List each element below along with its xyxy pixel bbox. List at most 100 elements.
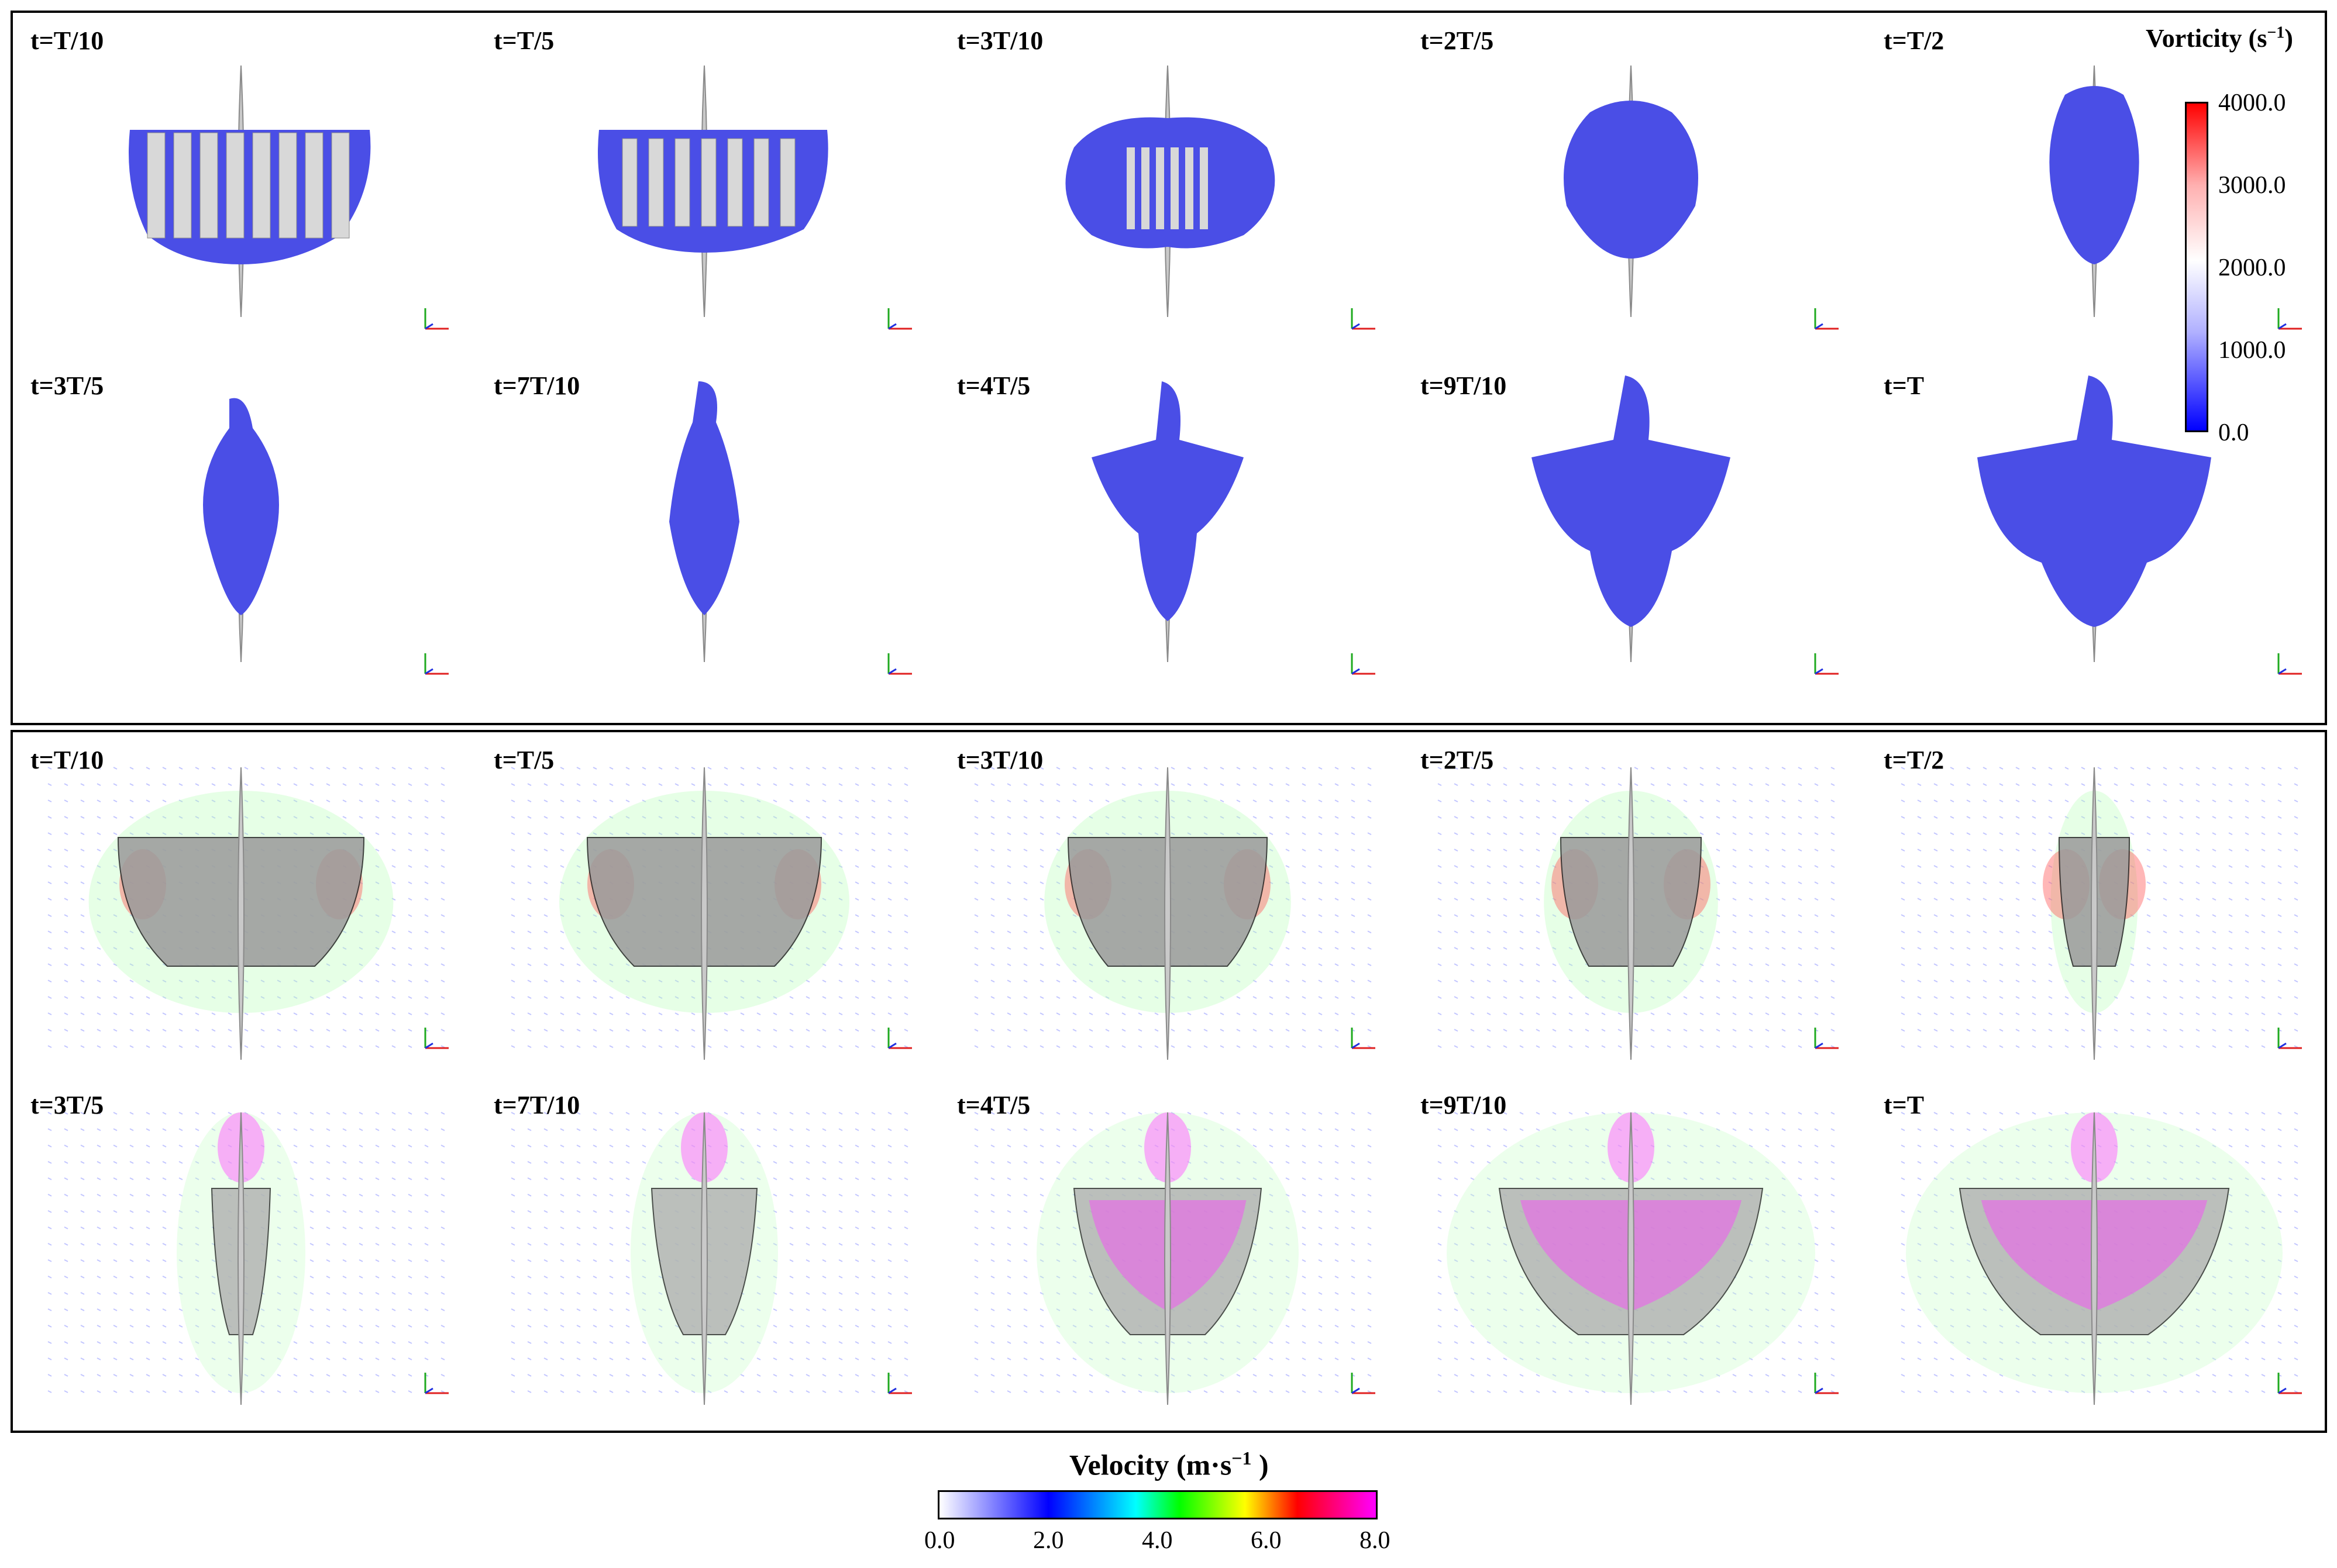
vorticity-tick-label: 3000.0	[2218, 172, 2286, 199]
velocity-tick-label: 0.0	[924, 1527, 955, 1554]
frame-time-label: t=3T/10	[957, 26, 1044, 55]
vortex-isosurface	[2049, 86, 2139, 264]
vorticity-tick-label: 0.0	[2218, 419, 2249, 446]
velocity-field	[47, 767, 445, 1048]
velocity-tick-label: 4.0	[1142, 1527, 1173, 1554]
velocity-field	[1437, 767, 1835, 1048]
vorticity-frame: t=T/5	[476, 13, 939, 358]
axis-triad-icon	[887, 1028, 912, 1049]
frame-time-label: t=T	[1884, 371, 1925, 400]
frame-time-label: t=7T/10	[494, 1091, 580, 1119]
axis-triad-icon	[887, 653, 912, 675]
velocity-frame: t=T/5	[476, 732, 939, 1077]
velocity-frame: t=3T/5	[13, 1077, 476, 1422]
body-spindle	[701, 767, 708, 1060]
vortex-isosurface	[598, 130, 828, 253]
axis-triad-icon	[1814, 308, 1839, 330]
body-spindle	[1164, 1112, 1171, 1405]
axis-triad-icon	[1814, 1028, 1839, 1049]
body-spindle	[1164, 767, 1171, 1060]
frame-time-label: t=T/2	[1884, 746, 1944, 774]
axis-triad-icon	[1814, 653, 1839, 675]
axis-triad-icon	[424, 653, 449, 675]
frame-time-label: t=9T/10	[1420, 1091, 1507, 1119]
velocity-frame: t=2T/5	[1403, 732, 1866, 1077]
vortex-isosurface	[1065, 117, 1275, 249]
frame-time-label: t=7T/10	[494, 371, 580, 400]
vorticity-frame: t=T	[1866, 358, 2329, 703]
velocity-field	[511, 767, 908, 1048]
axis-triad-icon	[1814, 1373, 1839, 1394]
axis-triad-icon	[2277, 1028, 2302, 1049]
axis-triad-icon	[887, 1373, 912, 1394]
body-spindle	[2091, 767, 2098, 1060]
vortex-isosurface	[1564, 101, 1698, 259]
vortex-isosurface	[203, 398, 279, 615]
frame-time-label: t=2T/5	[1420, 26, 1494, 55]
velocity-field	[974, 767, 1372, 1048]
velocity-field	[511, 1112, 908, 1393]
vorticity-tick-label: 1000.0	[2218, 337, 2286, 364]
body-spindle	[1627, 1112, 1634, 1405]
vorticity-frame: t=T/10	[13, 13, 476, 358]
frame-time-label: t=3T/10	[957, 746, 1044, 774]
velocity-frame: t=7T/10	[476, 1077, 939, 1422]
velocity-frame: t=4T/5	[939, 1077, 1403, 1422]
velocity-colorbar-title: Velocity (m·s−1 )	[1069, 1448, 1269, 1481]
velocity-frame: t=3T/10	[939, 732, 1403, 1077]
frame-time-label: t=T/2	[1884, 26, 1944, 55]
vortex-isosurface	[669, 381, 739, 615]
frame-time-label: t=4T/5	[957, 1091, 1031, 1119]
axis-triad-icon	[1351, 308, 1375, 330]
vorticity-frame: t=2T/5	[1403, 13, 1866, 358]
body-spindle	[701, 1112, 708, 1405]
vorticity-frame: t=T/2	[1866, 13, 2329, 358]
axis-triad-icon	[887, 308, 912, 330]
body-spindle	[238, 767, 245, 1060]
frame-time-label: t=2T/5	[1420, 746, 1494, 774]
frame-time-label: t=T/10	[30, 26, 104, 55]
frame-time-label: t=T	[1884, 1091, 1925, 1119]
frame-time-label: t=T/5	[494, 26, 555, 55]
axis-triad-icon	[2277, 653, 2302, 675]
velocity-field	[1901, 1112, 2298, 1393]
axis-triad-icon	[424, 1028, 449, 1049]
axis-triad-icon	[1351, 1028, 1375, 1049]
axis-triad-icon	[1351, 1373, 1375, 1394]
axis-triad-icon	[424, 1373, 449, 1394]
velocity-frame: t=T/2	[1866, 732, 2329, 1077]
frame-time-label: t=3T/5	[30, 1091, 104, 1119]
vorticity-tick-label: 2000.0	[2218, 254, 2286, 281]
velocity-tick-label: 2.0	[1033, 1527, 1064, 1554]
body-spindle	[1627, 767, 1634, 1060]
axis-triad-icon	[424, 308, 449, 330]
velocity-field	[1437, 1112, 1835, 1393]
velocity-tick-label: 6.0	[1251, 1527, 1282, 1554]
vorticity-frame: t=9T/10	[1403, 358, 1866, 703]
body-spindle	[2091, 1112, 2098, 1405]
vorticity-frame: t=7T/10	[476, 358, 939, 703]
vortex-isosurface	[1092, 381, 1244, 621]
axis-triad-icon	[1351, 653, 1375, 675]
vorticity-frame: t=3T/10	[939, 13, 1403, 358]
vortex-isosurface	[129, 130, 371, 264]
vorticity-colorbar-title: Vorticity (s−1)	[2146, 23, 2293, 53]
velocity-colorbar	[938, 1490, 1378, 1519]
vorticity-frame: t=3T/5	[13, 358, 476, 703]
body-spindle	[238, 1112, 245, 1405]
velocity-field	[1901, 767, 2298, 1048]
frame-time-label: t=T/5	[494, 746, 555, 774]
velocity-field	[47, 1112, 445, 1393]
axis-triad-icon	[2277, 1373, 2302, 1394]
frame-time-label: t=3T/5	[30, 371, 104, 400]
velocity-frame: t=9T/10	[1403, 1077, 1866, 1422]
frame-time-label: t=9T/10	[1420, 371, 1507, 400]
vorticity-colorbar	[2185, 102, 2208, 432]
velocity-field	[974, 1112, 1372, 1393]
velocity-frame: t=T/10	[13, 732, 476, 1077]
vortex-isosurface	[1531, 375, 1730, 627]
frame-time-label: t=T/10	[30, 746, 104, 774]
vorticity-frame: t=4T/5	[939, 358, 1403, 703]
axis-triad-icon	[2277, 308, 2302, 330]
velocity-tick-label: 8.0	[1359, 1527, 1391, 1554]
